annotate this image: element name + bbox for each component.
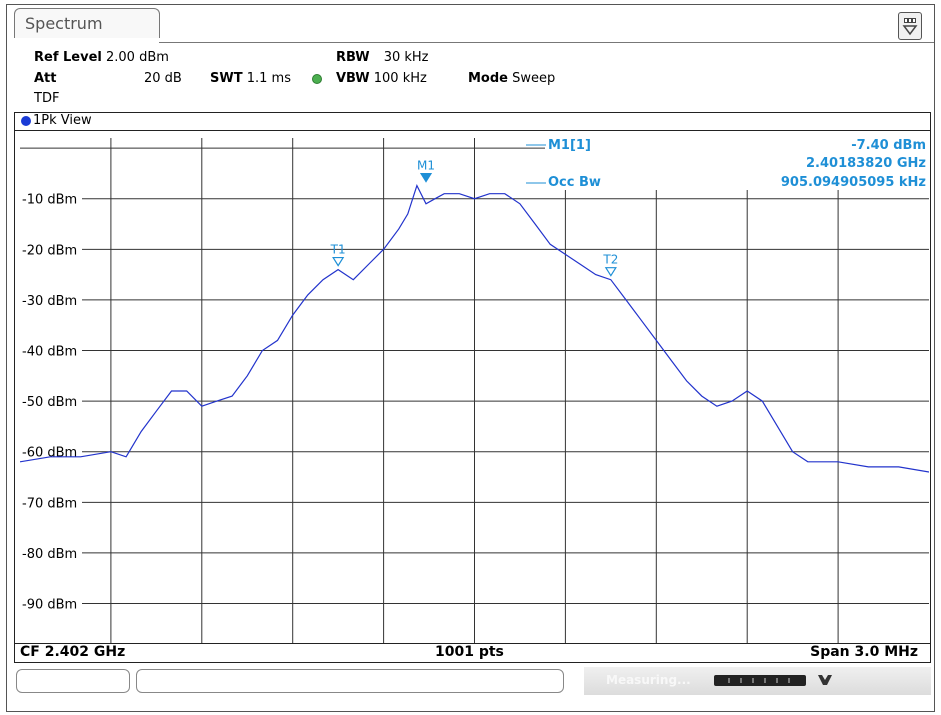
marker-m1-icon[interactable]: [419, 172, 433, 183]
spectrum-plot[interactable]: -10 dBm -20 dBm -30 dBm -40 dBm -50 dBm -60 d…: [20, 138, 929, 644]
vbw-label: VBW: [336, 71, 370, 86]
lxi-icon: [818, 675, 832, 685]
occ-bw-value: 905.094905095 kHz: [781, 175, 926, 190]
status-bar: Measuring...: [14, 667, 931, 695]
tab-divider: [159, 42, 934, 43]
view-title-bar: 1Pk View: [15, 113, 930, 131]
ref-level-label: Ref Level: [34, 50, 102, 65]
measuring-text: Measuring...: [606, 673, 691, 687]
att-value: 20 dB: [144, 71, 182, 86]
y-tick-label-bg: [20, 190, 82, 207]
y-tick-label: -80 dBm: [22, 547, 77, 562]
swt-label: SWT: [210, 71, 243, 86]
sweep-points: 1001 pts: [435, 644, 504, 660]
trace-window: [14, 112, 931, 663]
y-tick-label: -70 dBm: [22, 496, 77, 511]
measuring-indicator: Measuring...: [584, 667, 931, 695]
y-tick-label-bg: [20, 595, 82, 612]
y-tick-label: -50 dBm: [22, 395, 77, 410]
message-field: [136, 669, 564, 693]
swt-setting: SWT 1.1 ms: [210, 71, 291, 86]
status-indicator-icon: [312, 74, 322, 84]
y-tick-label: -30 dBm: [22, 294, 77, 309]
marker-t1-label: T1: [330, 243, 346, 257]
marker-t2-label: T2: [602, 253, 618, 267]
center-frequency: CF 2.402 GHz: [20, 644, 126, 660]
vbw-value: 100 kHz: [373, 71, 427, 86]
y-tick-label: -10 dBm: [22, 193, 77, 208]
vbw-setting: VBW 100 kHz: [336, 71, 427, 86]
y-tick-label-bg: [20, 494, 82, 511]
tdf-label: TDF: [34, 91, 60, 106]
marker-t2-icon[interactable]: [604, 267, 617, 277]
spectrum-trace: [20, 184, 929, 473]
y-tick-label-bg: [20, 342, 82, 359]
att-label-wrap: Att: [34, 71, 57, 86]
y-tick-label: -20 dBm: [22, 243, 77, 258]
display-menu-button[interactable]: [898, 12, 922, 40]
rbw-label: RBW: [336, 50, 370, 65]
y-tick-label: -40 dBm: [22, 345, 77, 360]
occ-bw-label: Occ Bw: [548, 175, 601, 190]
y-tick-label-bg: [20, 443, 82, 460]
plot-footer: CF 2.402 GHz 1001 pts Span 3.0 MHz: [15, 643, 930, 663]
swt-value: 1.1 ms: [246, 71, 291, 86]
marker-m1-level: -7.40 dBm: [851, 138, 926, 153]
y-tick-label: -90 dBm: [22, 598, 77, 613]
att-label: Att: [34, 71, 57, 86]
y-tick-label-bg: [20, 291, 82, 308]
trace-color-icon: [21, 116, 31, 126]
y-tick-label-bg: [20, 241, 82, 258]
mode-value: Sweep: [512, 71, 556, 86]
tab-spectrum[interactable]: Spectrum: [14, 8, 160, 38]
y-tick-label: -60 dBm: [22, 446, 77, 461]
mode-setting: Mode Sweep: [468, 71, 555, 86]
rbw-setting: RBW 30 kHz: [336, 50, 429, 65]
y-tick-label-bg: [20, 544, 82, 561]
mode-label: Mode: [468, 71, 508, 86]
marker-m1-frequency: 2.40183820 GHz: [806, 156, 926, 171]
softkey-slot-1[interactable]: [16, 669, 130, 693]
y-tick-label-bg: [20, 393, 82, 410]
span-value: Span 3.0 MHz: [810, 644, 918, 660]
display-menu-icon: [902, 18, 918, 36]
marker-info-bg: [545, 138, 929, 190]
marker-t1-icon[interactable]: [332, 256, 345, 267]
view-label: 1Pk View: [33, 113, 92, 128]
ref-level-value: 2.00 dBm: [106, 50, 169, 65]
ref-level-setting: Ref Level 2.00 dBm: [34, 50, 169, 65]
marker-m1-label: M1[1]: [548, 138, 591, 153]
sweep-progress-icon: [714, 675, 806, 686]
tab-spectrum-label: Spectrum: [25, 14, 103, 33]
marker-m1-label: M1: [417, 159, 435, 173]
rbw-value: 30 kHz: [383, 50, 429, 65]
